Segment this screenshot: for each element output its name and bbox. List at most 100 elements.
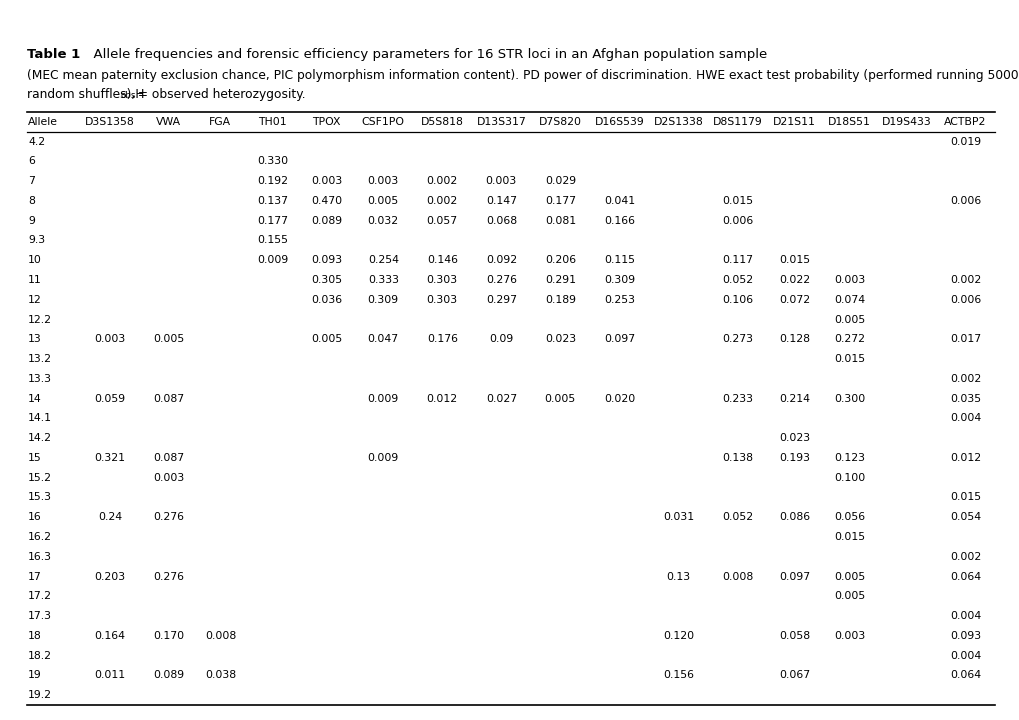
Text: 0.206: 0.206 [544, 256, 576, 265]
Text: 0.254: 0.254 [368, 256, 398, 265]
Text: 0.233: 0.233 [721, 394, 752, 404]
Text: 0.177: 0.177 [257, 216, 288, 225]
Text: 0.164: 0.164 [95, 631, 125, 641]
Text: 15.2: 15.2 [28, 473, 52, 482]
Text: 15: 15 [28, 453, 42, 463]
Text: 0.147: 0.147 [485, 196, 517, 206]
Text: 0.015: 0.015 [721, 196, 752, 206]
Text: 0.006: 0.006 [721, 216, 752, 225]
Text: 9: 9 [28, 216, 35, 225]
Text: 0.093: 0.093 [949, 631, 980, 641]
Text: 0.297: 0.297 [485, 294, 517, 305]
Text: 0.005: 0.005 [833, 315, 864, 325]
Text: 0.019: 0.019 [949, 137, 980, 147]
Text: 0.097: 0.097 [603, 334, 635, 344]
Text: 0.068: 0.068 [485, 216, 517, 225]
Text: 0.015: 0.015 [949, 492, 980, 503]
Text: Allele: Allele [28, 117, 58, 127]
Text: 0.002: 0.002 [949, 552, 980, 562]
Text: 8: 8 [28, 196, 35, 206]
Text: 0.023: 0.023 [779, 433, 809, 443]
Text: 0.027: 0.027 [485, 394, 517, 404]
Text: 0.064: 0.064 [949, 572, 980, 582]
Text: CSF1PO: CSF1PO [362, 117, 405, 127]
Text: 0.031: 0.031 [662, 512, 693, 522]
Text: 0.192: 0.192 [257, 176, 288, 186]
Text: 0.086: 0.086 [779, 512, 809, 522]
Text: 0.074: 0.074 [834, 294, 864, 305]
Text: 0.276: 0.276 [153, 572, 183, 582]
Text: 17: 17 [28, 572, 42, 582]
Text: 0.155: 0.155 [257, 235, 288, 246]
Text: 0.005: 0.005 [833, 572, 864, 582]
Text: 0.189: 0.189 [544, 294, 576, 305]
Text: 14: 14 [28, 394, 42, 404]
Text: 17.2: 17.2 [28, 591, 52, 601]
Text: 0.272: 0.272 [834, 334, 864, 344]
Text: 0.003: 0.003 [833, 275, 864, 285]
Text: 0.004: 0.004 [949, 611, 980, 621]
Text: 0.193: 0.193 [779, 453, 809, 463]
Text: 0.276: 0.276 [485, 275, 517, 285]
Text: ACTBP2: ACTBP2 [944, 117, 985, 127]
Text: 0.002: 0.002 [426, 196, 458, 206]
Text: 16.3: 16.3 [28, 552, 52, 562]
Text: 0.093: 0.093 [311, 256, 342, 265]
Text: 0.057: 0.057 [426, 216, 458, 225]
Text: 0.333: 0.333 [368, 275, 398, 285]
Text: 0.005: 0.005 [367, 196, 398, 206]
Text: 0.006: 0.006 [949, 196, 980, 206]
Text: D7S820: D7S820 [538, 117, 581, 127]
Text: 0.022: 0.022 [779, 275, 809, 285]
Text: 0.300: 0.300 [833, 394, 864, 404]
Text: 0.089: 0.089 [153, 670, 183, 680]
Text: 0.015: 0.015 [834, 354, 864, 364]
Text: 7: 7 [28, 176, 35, 186]
Text: 0.303: 0.303 [426, 294, 458, 305]
Text: 0.087: 0.087 [153, 394, 183, 404]
Text: 0.470: 0.470 [311, 196, 342, 206]
Text: 0.203: 0.203 [95, 572, 125, 582]
Text: 0.137: 0.137 [257, 196, 288, 206]
Text: 16.2: 16.2 [28, 532, 52, 542]
Text: 0.309: 0.309 [367, 294, 398, 305]
Text: 0.146: 0.146 [426, 256, 458, 265]
Text: 0.003: 0.003 [367, 176, 398, 186]
Text: 0.097: 0.097 [779, 572, 809, 582]
Text: obs: obs [121, 91, 137, 100]
Text: 0.005: 0.005 [544, 394, 576, 404]
Text: 0.106: 0.106 [721, 294, 752, 305]
Text: 12: 12 [28, 294, 42, 305]
Text: D13S317: D13S317 [476, 117, 526, 127]
Text: 0.023: 0.023 [544, 334, 576, 344]
Text: 0.128: 0.128 [779, 334, 809, 344]
Text: 0.052: 0.052 [721, 275, 752, 285]
Text: 9.3: 9.3 [28, 235, 45, 246]
Text: 12.2: 12.2 [28, 315, 52, 325]
Text: 0.008: 0.008 [721, 572, 752, 582]
Text: 0.303: 0.303 [426, 275, 458, 285]
Text: 0.035: 0.035 [949, 394, 980, 404]
Text: 0.041: 0.041 [603, 196, 635, 206]
Text: 0.09: 0.09 [489, 334, 513, 344]
Text: 0.089: 0.089 [311, 216, 342, 225]
Text: random shuffles),H: random shuffles),H [26, 88, 145, 101]
Text: 0.100: 0.100 [833, 473, 864, 482]
Text: 0.253: 0.253 [603, 294, 634, 305]
Text: Table 1: Table 1 [26, 48, 81, 61]
Text: 0.006: 0.006 [949, 294, 980, 305]
Text: 0.009: 0.009 [257, 256, 288, 265]
Text: 0.291: 0.291 [544, 275, 576, 285]
Text: Allele frequencies and forensic efficiency parameters for 16 STR loci in an Afgh: Allele frequencies and forensic efficien… [85, 48, 766, 61]
Text: 0.087: 0.087 [153, 453, 183, 463]
Text: 0.064: 0.064 [949, 670, 980, 680]
Text: D3S1358: D3S1358 [85, 117, 135, 127]
Text: 0.330: 0.330 [257, 156, 288, 166]
Text: 0.003: 0.003 [311, 176, 342, 186]
Text: 17.3: 17.3 [28, 611, 52, 621]
Text: 0.003: 0.003 [94, 334, 125, 344]
Text: 0.002: 0.002 [949, 374, 980, 384]
Text: 0.054: 0.054 [949, 512, 980, 522]
Text: 0.015: 0.015 [834, 532, 864, 542]
Text: 13.2: 13.2 [28, 354, 52, 364]
